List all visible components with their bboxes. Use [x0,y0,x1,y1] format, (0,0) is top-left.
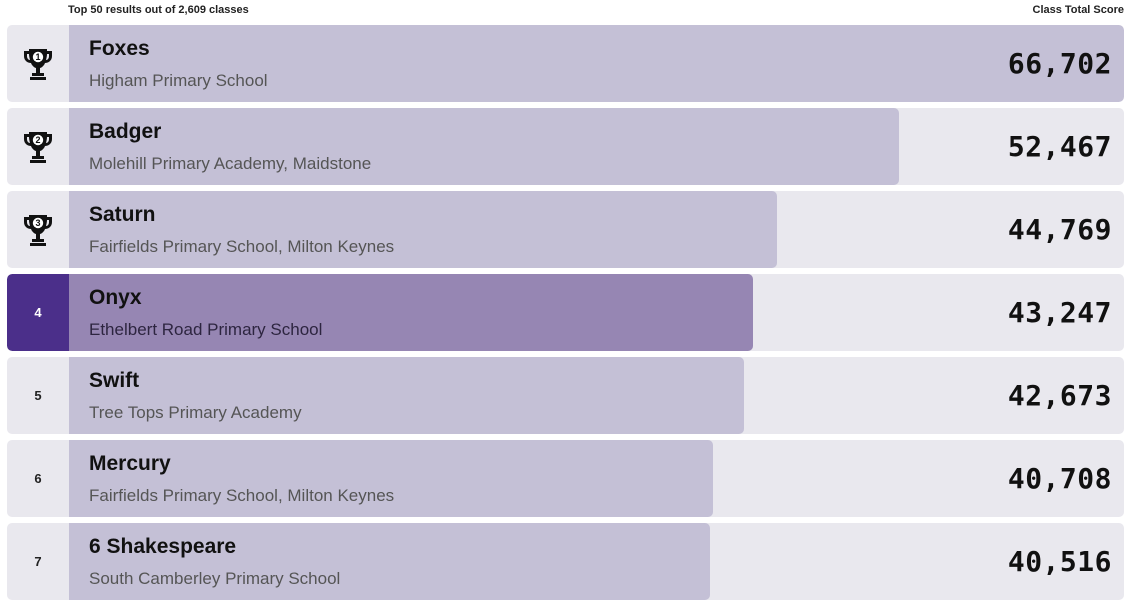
class-name: Badger [89,120,162,143]
score-bar [69,191,777,268]
rank-number: 5 [34,388,42,403]
class-total-score: 42,673 [1007,379,1112,412]
leaderboard-row[interactable]: 1 Foxes Higham Primary School 66,702 [7,25,1124,102]
class-total-score: 43,247 [1007,296,1112,329]
score-bar [69,440,713,517]
leaderboard-header: Top 50 results out of 2,609 classes Clas… [0,0,1146,22]
score-column-label: Class Total Score [1032,4,1125,16]
score-bar [69,274,753,351]
leaderboard-row[interactable]: 7 6 Shakespeare South Camberley Primary Sc… [7,523,1124,600]
rank-cell: 5 [7,357,69,434]
leaderboard-row[interactable]: 2 Badger Molehill Primary Academy, Maidst… [7,108,1124,185]
score-bar [69,357,744,434]
rank-number: 6 [34,471,42,486]
score-bar [69,25,1124,102]
class-name: 6 Shakespeare [89,535,237,558]
school-name: Fairfields Primary School, Milton Keynes [89,237,395,256]
leaderboard-row[interactable]: 4 Onyx Ethelbert Road Primary School 43,247 [7,274,1124,351]
rank-cell: 2 [7,108,69,185]
results-summary: Top 50 results out of 2,609 classes [68,4,249,16]
class-name: Swift [89,369,140,392]
rank-number: 7 [34,554,42,569]
school-name: Higham Primary School [89,71,268,90]
score-bar [69,108,899,185]
trophy-rank-number: 3 [35,218,40,228]
leaderboard-row[interactable]: 6 Mercury Fairfields Primary School, Milto… [7,440,1124,517]
class-name: Mercury [89,452,171,475]
trophy-icon: 3 [24,214,52,246]
leaderboard-row[interactable]: 3 Saturn Fairfields Primary School, Milto… [7,191,1124,268]
trophy-icon: 2 [24,131,52,163]
leaderboard-row[interactable]: 5 Swift Tree Tops Primary Academy 42,673 [7,357,1124,434]
class-total-score: 66,702 [1007,47,1112,80]
class-name: Saturn [89,203,156,226]
school-name: Ethelbert Road Primary School [89,320,323,339]
class-total-score: 40,516 [1007,545,1112,578]
class-total-score: 40,708 [1007,462,1112,495]
rank-number: 4 [34,305,42,320]
class-name: Onyx [89,286,142,309]
school-name: South Camberley Primary School [89,569,341,588]
rank-cell: 3 [7,191,69,268]
school-name: Molehill Primary Academy, Maidstone [89,154,372,173]
school-name: Fairfields Primary School, Milton Keynes [89,486,395,505]
rank-cell: 7 [7,523,69,600]
rank-cell: 6 [7,440,69,517]
school-name: Tree Tops Primary Academy [89,403,302,422]
rank-cell: 1 [7,25,69,102]
trophy-icon: 1 [24,48,52,80]
trophy-rank-number: 2 [35,135,40,145]
class-total-score: 44,769 [1007,213,1112,246]
rank-cell: 4 [7,274,69,351]
trophy-rank-number: 1 [35,52,40,62]
class-total-score: 52,467 [1007,130,1112,163]
score-bar [69,523,710,600]
class-name: Foxes [89,37,150,60]
